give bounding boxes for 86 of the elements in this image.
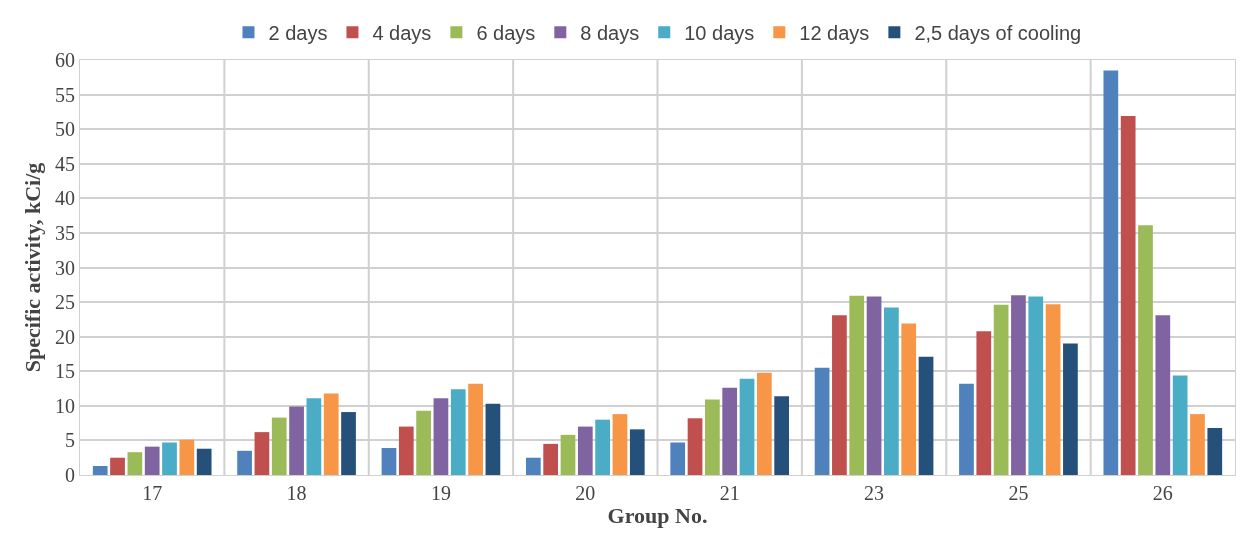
bar <box>289 406 304 475</box>
bar <box>468 383 483 475</box>
x-axis-title: Group No. <box>607 502 708 528</box>
bar <box>341 412 356 475</box>
bar <box>1120 116 1136 475</box>
bar <box>271 417 287 475</box>
x-tick-label: 18 <box>286 482 307 504</box>
bar <box>543 443 559 475</box>
bar <box>1155 315 1171 475</box>
bar <box>832 315 847 475</box>
bar <box>196 448 212 475</box>
bar <box>595 419 610 475</box>
bar <box>144 446 160 475</box>
bar <box>1190 414 1205 475</box>
bar <box>254 432 270 475</box>
bar <box>739 378 755 475</box>
x-tick-label: 26 <box>1152 482 1173 504</box>
legend-label: 10 days <box>684 22 755 44</box>
bar <box>433 398 449 475</box>
bar <box>959 383 974 475</box>
legend-label: 6 days <box>476 22 536 44</box>
y-tick-label: 15 <box>55 360 75 383</box>
bar <box>127 452 143 475</box>
bar <box>1028 296 1044 475</box>
bar <box>866 296 882 475</box>
x-tick-label: 17 <box>142 482 163 504</box>
bar <box>901 323 917 475</box>
y-axis-title: Specific activity, kCi/g <box>19 162 45 373</box>
bar <box>92 466 108 475</box>
bar <box>993 304 1009 475</box>
bar <box>306 398 322 475</box>
bar <box>814 367 830 475</box>
y-tick-label: 5 <box>65 429 75 452</box>
y-tick-label: 35 <box>55 221 75 244</box>
bar <box>1207 427 1223 475</box>
bar <box>323 393 339 475</box>
bar <box>918 356 934 475</box>
bar <box>485 403 501 475</box>
legend-label: 8 days <box>580 22 640 44</box>
y-tick-label: 55 <box>55 83 75 106</box>
bar <box>705 399 720 475</box>
bar <box>1172 375 1188 475</box>
bar <box>560 434 576 475</box>
bar <box>381 448 397 475</box>
y-tick-label: 60 <box>55 49 75 71</box>
x-tick-label: 25 <box>1008 482 1029 504</box>
bar <box>237 450 252 475</box>
bar <box>1063 343 1078 475</box>
y-tick-label: 45 <box>55 152 75 175</box>
bar <box>1011 295 1026 475</box>
legend-label: 2 days <box>268 22 328 44</box>
bar <box>179 439 195 475</box>
bar <box>450 389 466 475</box>
bar <box>162 442 177 475</box>
y-tick-label: 10 <box>55 394 75 417</box>
legend-label: 12 days <box>799 22 870 44</box>
bar <box>577 426 593 475</box>
y-tick-label: 25 <box>55 291 75 314</box>
bar <box>722 387 738 475</box>
bar <box>849 295 865 475</box>
legend-label: 2,5 days of cooling <box>914 22 1082 44</box>
bar <box>1045 304 1061 475</box>
bar <box>756 372 772 475</box>
y-tick-label: 20 <box>55 325 75 348</box>
bar <box>416 410 431 475</box>
bar <box>670 442 686 475</box>
x-tick-label: 23 <box>864 482 885 504</box>
bar <box>110 457 125 475</box>
bar <box>774 396 790 475</box>
bar <box>687 418 703 475</box>
bar <box>629 429 645 475</box>
bar <box>612 414 628 475</box>
x-tick-label: 19 <box>430 482 451 504</box>
bar <box>1138 225 1153 475</box>
y-tick-label: 40 <box>55 187 75 210</box>
y-tick-label: 50 <box>55 118 75 141</box>
bar <box>976 331 992 475</box>
bar <box>525 457 541 475</box>
y-tick-label: 0 <box>65 464 75 486</box>
x-tick-label: 21 <box>719 482 740 504</box>
bar <box>1103 70 1119 475</box>
bar <box>398 426 414 475</box>
y-tick-label: 30 <box>55 256 75 279</box>
bar <box>884 307 899 475</box>
x-tick-label: 20 <box>575 482 596 504</box>
legend-label: 4 days <box>372 22 432 44</box>
